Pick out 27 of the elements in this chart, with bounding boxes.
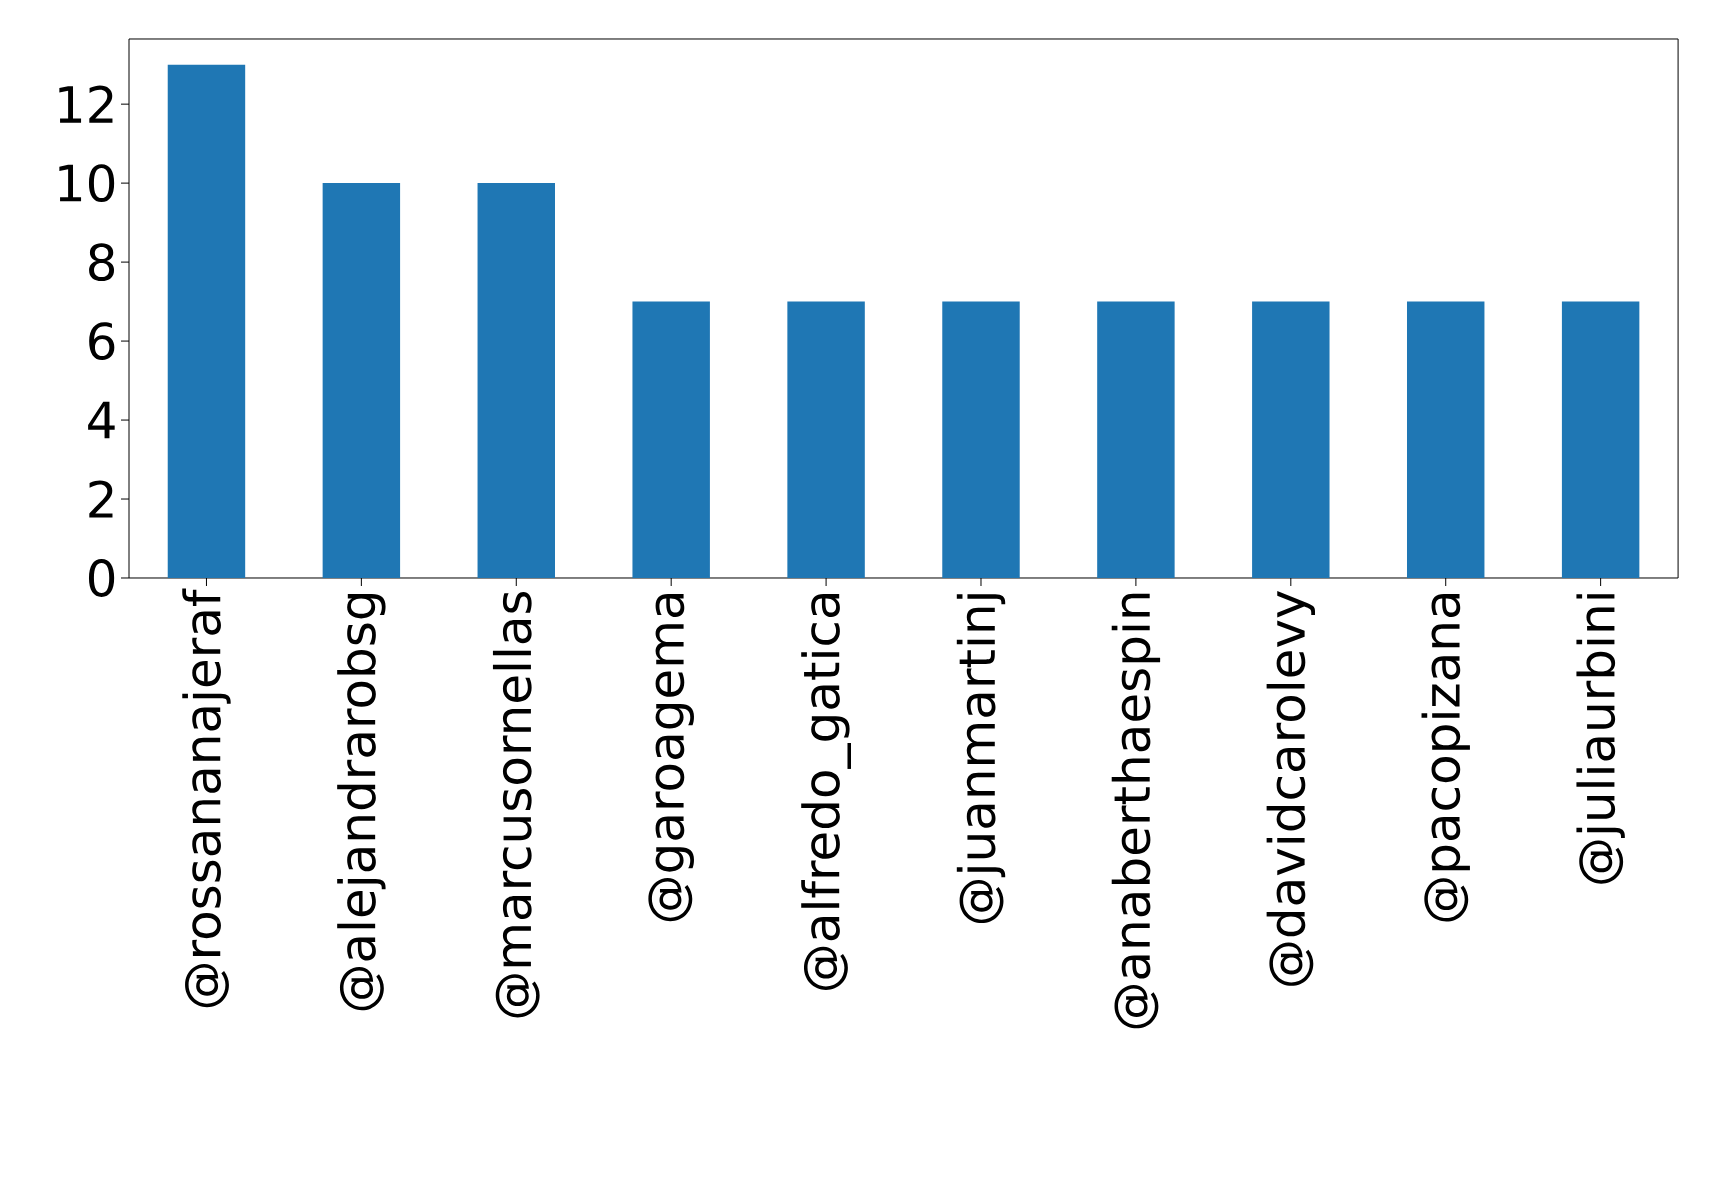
- bar: [1561, 301, 1640, 578]
- bar: [1097, 301, 1175, 578]
- x-tick-label: @davidcarolevy: [1266, 590, 1316, 986]
- bar: [787, 301, 865, 578]
- y-tick-label: 12: [59, 85, 113, 123]
- x-tick-label: @garoagema: [648, 593, 694, 922]
- y-tick-label: 4: [88, 401, 115, 439]
- bar: [1252, 301, 1330, 578]
- x-tick-label: @juanmartinj: [956, 594, 1006, 924]
- x-tick-label: @rossananajeraf: [182, 588, 231, 1008]
- bar: [1406, 301, 1485, 578]
- y-tick-label: 6: [89, 322, 115, 360]
- x-tick-label: @anaberthaespin: [1111, 593, 1161, 1029]
- x-tick-label: @marcusornellas: [492, 591, 540, 1018]
- x-tick-label: @alejandrarobsg: [337, 593, 386, 1011]
- y-tick-label: 10: [59, 164, 115, 203]
- bar: [322, 183, 401, 578]
- y-tick-label: 2: [89, 480, 113, 518]
- x-tick-label: @pacopizana: [1421, 593, 1470, 922]
- y-tick-label: 8: [89, 243, 115, 281]
- x-tick-label: @alfredo_gatica: [801, 593, 851, 990]
- bar: [477, 183, 555, 578]
- bar: [942, 301, 1020, 578]
- bar: [167, 64, 246, 578]
- x-tick-label: @juliaurbini: [1576, 594, 1625, 884]
- bar: [632, 301, 710, 578]
- y-tick-label: 0: [88, 559, 115, 597]
